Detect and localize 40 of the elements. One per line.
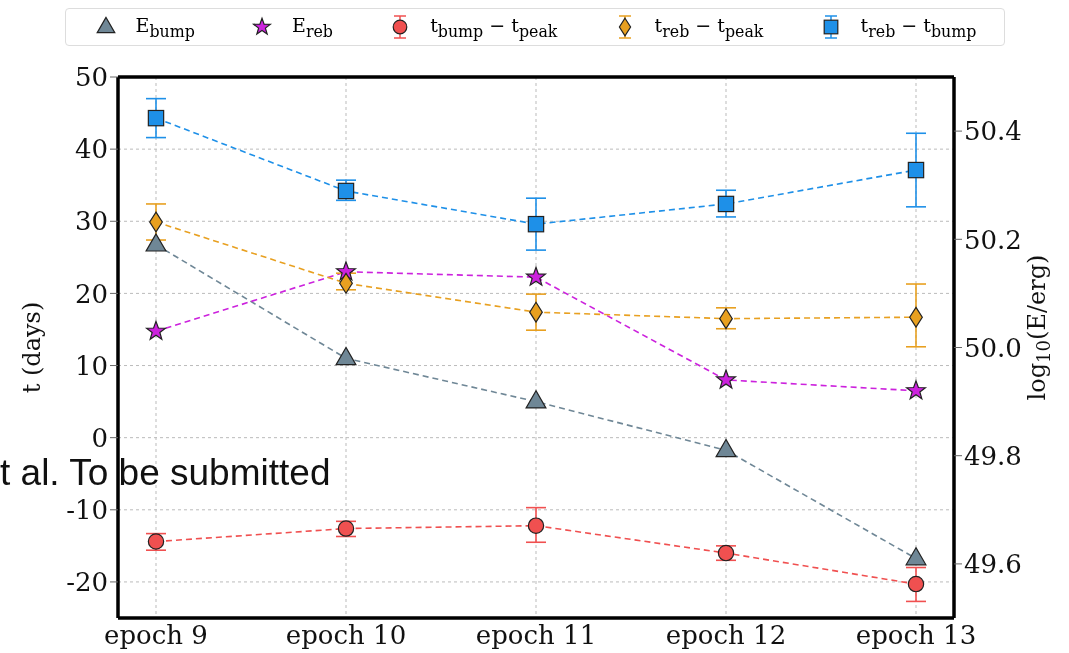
y2-tick-label: 50.0: [964, 332, 1022, 363]
point: [717, 195, 735, 213]
x-tick-label: epoch 13: [855, 620, 977, 651]
y2-tick-label: 49.8: [964, 440, 1022, 471]
y2-tick-label: 49.6: [964, 549, 1022, 580]
y-tick-label: -10: [66, 495, 108, 526]
point: [147, 109, 165, 127]
point: [907, 575, 925, 593]
annotation: t al. To be submitted: [0, 452, 331, 494]
legend-label: t$_{reb}$ − t$_{bump}$: [860, 13, 977, 41]
point: [905, 380, 927, 400]
point: [525, 266, 547, 286]
y2-tick-label: 50.2: [964, 224, 1022, 255]
point: [527, 215, 545, 233]
point: [525, 390, 547, 409]
legend-label: E$_{bump}$: [135, 13, 195, 41]
x-tick-label: epoch 9: [104, 620, 208, 651]
y2-tick-label: 50.4: [964, 116, 1022, 147]
point: [145, 233, 167, 252]
y-axis-title: t (days): [18, 301, 46, 394]
x-tick-label: epoch 11: [475, 620, 597, 651]
x-tick-label: epoch 10: [285, 620, 407, 651]
y-tick-label: 0: [91, 422, 108, 453]
point: [335, 346, 357, 366]
y-tick-label: 20: [74, 278, 108, 309]
point: [527, 517, 545, 534]
point: [905, 547, 927, 566]
legend-label: E$_{reb}$: [292, 13, 333, 41]
point: [715, 438, 737, 458]
point: [145, 320, 167, 340]
y-tick-label: 50: [74, 62, 108, 93]
y-tick-label: -20: [66, 567, 108, 598]
y-tick-label: 10: [74, 350, 108, 381]
y-tick-label: 30: [74, 206, 108, 237]
point: [907, 161, 925, 179]
legend-label: t$_{reb}$ − t$_{peak}$: [654, 13, 764, 41]
x-tick-label: epoch 12: [665, 620, 787, 651]
point: [715, 369, 737, 389]
legend-label: t$_{bump}$ − t$_{peak}$: [430, 13, 558, 41]
y-tick-label: 40: [74, 134, 108, 165]
